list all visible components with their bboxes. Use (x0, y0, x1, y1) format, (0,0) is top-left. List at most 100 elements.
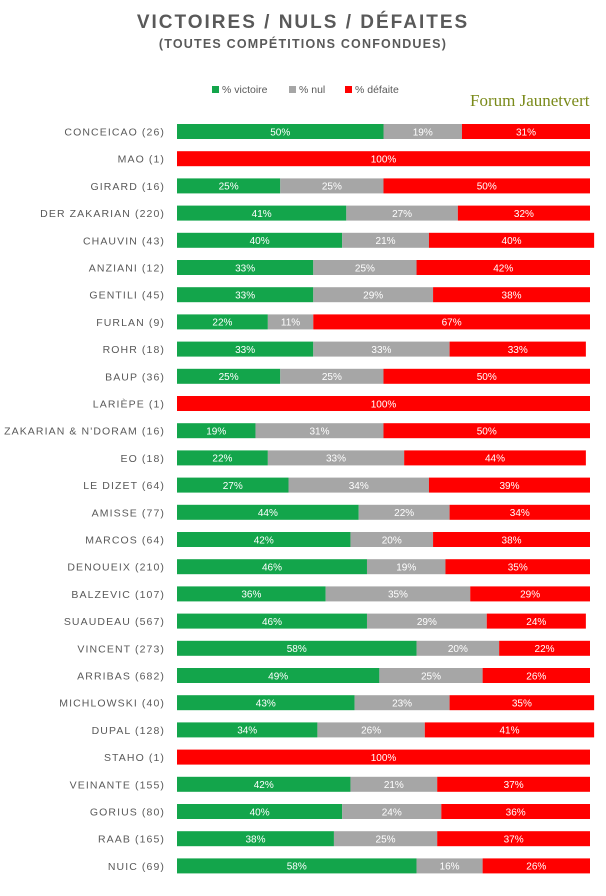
data-label: 37% (504, 780, 524, 791)
bar-segment (482, 858, 590, 874)
category-label: GORIUS (80) (90, 807, 165, 819)
category-label: LARIÈPE (1) (93, 398, 165, 411)
bar-segment (383, 368, 590, 384)
data-label: 67% (442, 318, 462, 329)
category-label: GENTILI (45) (89, 290, 165, 302)
category-label: ZAKARIAN & N'DORAM (16) (4, 426, 165, 438)
data-label: 36% (241, 590, 261, 601)
data-label: 25% (219, 182, 239, 193)
data-label: 19% (206, 427, 226, 438)
data-label: 49% (268, 671, 288, 682)
data-label: 24% (526, 617, 546, 628)
bar-segment (177, 314, 268, 330)
data-label: 20% (382, 535, 402, 546)
data-label: 38% (502, 535, 522, 546)
bar-segment (445, 559, 590, 575)
data-label: 37% (504, 835, 524, 846)
bar-segment (437, 831, 590, 847)
data-label: 38% (502, 291, 522, 302)
bar-segment (177, 341, 314, 357)
bar-segment (313, 341, 450, 357)
bar-segment (177, 396, 590, 411)
bar-segment (333, 831, 438, 847)
data-label: 38% (245, 835, 265, 846)
data-label: 42% (493, 263, 513, 274)
data-label: 42% (254, 780, 274, 791)
bar-segment (177, 559, 367, 575)
bar-segment (433, 532, 590, 547)
data-label: 16% (440, 862, 460, 873)
data-label: 23% (392, 699, 412, 710)
bar-segment (350, 776, 438, 792)
bar-segment (366, 613, 487, 629)
bar-segment (177, 695, 355, 711)
bar-segment (313, 287, 434, 303)
bar-segment (449, 341, 586, 357)
bar-segment (177, 151, 590, 167)
data-label: 35% (388, 590, 408, 601)
category-label: CHAUVIN (43) (83, 235, 165, 247)
data-label: 46% (262, 617, 282, 628)
legend-label: % victoire (222, 84, 268, 96)
bar-segment (177, 858, 417, 874)
category-label: FURLAN (9) (96, 317, 165, 329)
bar-segment (177, 124, 384, 139)
category-label: MARCOS (64) (85, 535, 165, 547)
legend-swatch (289, 86, 296, 93)
bar-segment (449, 504, 590, 520)
category-label: ANZIANI (12) (89, 263, 165, 275)
bar-segment (404, 450, 586, 466)
data-label: 25% (219, 372, 239, 383)
bar-segment (441, 804, 590, 819)
legend-swatch (212, 86, 219, 93)
bar-segment (177, 450, 268, 466)
bar-segment (428, 232, 595, 248)
data-label: 35% (508, 563, 528, 574)
bar-segment (288, 477, 429, 493)
bar-segment (177, 260, 314, 275)
bar-segment (346, 205, 458, 221)
category-label: AMISSE (77) (92, 507, 165, 519)
bar-segment (325, 586, 471, 602)
bar-segment (177, 532, 351, 547)
forum-watermark: Forum Jaunetvert (470, 91, 590, 110)
bar-segment (416, 858, 483, 874)
bar-segment (177, 749, 590, 765)
legend-label: % défaite (355, 84, 399, 96)
bar-segment (350, 532, 434, 547)
data-label: 20% (448, 644, 468, 655)
bar-segment (177, 205, 347, 221)
bar-segment (354, 695, 450, 711)
bar-segment (177, 613, 367, 629)
category-label: MAO (1) (118, 154, 165, 166)
data-label: 58% (287, 644, 307, 655)
bar-segment (379, 668, 483, 683)
data-label: 29% (363, 291, 383, 302)
data-label: 100% (371, 753, 397, 764)
data-label: 29% (520, 590, 540, 601)
category-label: EO (18) (121, 453, 165, 465)
category-label: BALZEVIC (107) (71, 589, 165, 601)
data-label: 33% (508, 345, 528, 356)
bar-segment (177, 368, 281, 384)
data-label: 42% (254, 535, 274, 546)
data-label: 35% (512, 699, 532, 710)
chart-subtitle: (TOUTES COMPÉTITIONS CONFONDUES) (158, 37, 448, 51)
data-label: 50% (477, 427, 497, 438)
category-label: VINCENT (273) (77, 643, 165, 655)
data-label: 27% (223, 481, 243, 492)
data-label: 44% (258, 508, 278, 519)
bar-segment (313, 260, 417, 275)
category-label: MICHLOWSKI (40) (59, 698, 165, 710)
bar-segment (177, 287, 314, 303)
data-label: 27% (392, 209, 412, 220)
data-label: 40% (250, 807, 270, 818)
bar-segment (177, 668, 380, 683)
data-label: 11% (281, 318, 300, 329)
data-label: 29% (417, 617, 437, 628)
category-label: DER ZAKARIAN (220) (40, 208, 165, 220)
bar-segment (358, 504, 450, 520)
legend-swatch (345, 86, 352, 93)
bar-segment (383, 423, 590, 439)
bar-segment (366, 559, 446, 575)
